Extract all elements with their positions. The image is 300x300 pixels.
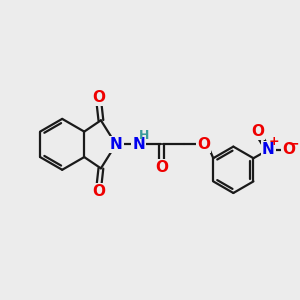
Text: H: H <box>139 129 149 142</box>
Text: N: N <box>132 137 145 152</box>
Text: O: O <box>282 142 295 157</box>
Text: O: O <box>251 124 264 139</box>
Text: O: O <box>92 90 105 105</box>
Text: O: O <box>92 184 105 199</box>
Text: O: O <box>155 160 168 175</box>
Text: +: + <box>269 135 280 148</box>
Text: −: − <box>288 136 299 151</box>
Text: N: N <box>110 137 122 152</box>
Text: O: O <box>197 137 210 152</box>
Text: N: N <box>262 142 274 157</box>
